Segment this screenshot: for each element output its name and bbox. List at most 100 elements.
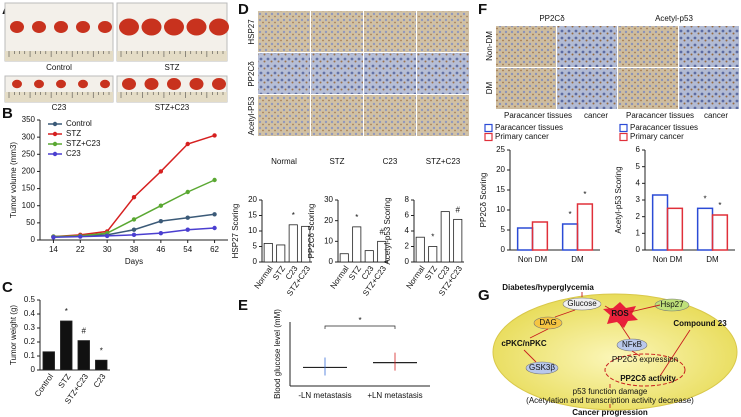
ihc-image [557, 26, 617, 67]
arrow [659, 329, 691, 377]
tumor [189, 78, 204, 90]
ihc-image [496, 68, 556, 109]
bar [276, 244, 286, 263]
point [212, 225, 217, 231]
bar [711, 214, 729, 251]
point [158, 169, 164, 174]
photo-caption: Control [46, 63, 72, 72]
y-tick-label: 8 [405, 195, 410, 204]
diagram-node: Cancer progression [572, 408, 648, 417]
arrow [604, 305, 613, 311]
significance-mark: * [358, 316, 361, 325]
tumor [164, 18, 184, 36]
tumor [32, 21, 46, 33]
column-label: STZ+C23 [426, 157, 461, 166]
y-tick-label: 0 [501, 245, 506, 254]
bar [77, 340, 90, 371]
y-tick-label: 2 [636, 212, 641, 221]
y-tick-label: 0 [31, 365, 36, 374]
y-tick-label: 0 [329, 257, 334, 266]
ruler [117, 51, 227, 61]
x-tick-label: 38 [130, 245, 139, 254]
tumor [100, 79, 110, 89]
panel-label: C [2, 279, 13, 296]
tumor [98, 21, 112, 33]
pp2c-loop [604, 353, 686, 387]
legend-label: Paracancer tissues [495, 123, 563, 132]
node-bubble [654, 298, 690, 312]
significance-mark: * [65, 307, 68, 316]
tumor [54, 21, 68, 33]
ihc-image [679, 26, 739, 67]
tumor [186, 18, 207, 36]
bar [415, 236, 425, 263]
y-tick-label: 10 [324, 236, 333, 245]
legend-swatch [484, 132, 493, 142]
legend-marker [52, 141, 58, 147]
tumor [10, 21, 24, 33]
point [131, 232, 137, 238]
legend-marker [52, 131, 58, 137]
ihc-image [364, 95, 416, 136]
y-tick-label: 20 [248, 195, 257, 204]
y-tick-label: 15 [248, 211, 257, 220]
arrow [554, 309, 576, 318]
ihc-image [496, 26, 556, 67]
bar [263, 242, 273, 263]
y-tick-label: 4 [405, 226, 410, 235]
point [131, 194, 137, 200]
bar [288, 224, 298, 263]
column-label: Acetyl-p53 [655, 14, 693, 23]
legend-label: Control [66, 119, 92, 128]
y-tick-label: 5 [501, 225, 506, 234]
ruler [5, 92, 113, 102]
x-tick-label: Non DM [518, 255, 548, 264]
ihc-image [679, 68, 739, 109]
y-tick-label: 20 [324, 216, 333, 225]
row-label: HSP27 [247, 19, 256, 45]
point [51, 235, 56, 240]
x-tick-label: 30 [103, 245, 112, 254]
tumor [34, 79, 44, 89]
point [185, 189, 190, 195]
panel-label: B [2, 105, 13, 122]
arrow [629, 304, 661, 313]
ruler [117, 92, 227, 102]
y-tick-label: 20 [496, 165, 505, 174]
x-tick-label: 62 [210, 245, 219, 254]
x-tick-label: STZ [347, 264, 363, 282]
diagram-node: (Acetylation and transcription activity … [526, 396, 694, 405]
column-label: STZ [329, 157, 344, 166]
panel-label: G [478, 287, 490, 304]
point [158, 230, 164, 236]
y-tick-label: 10 [248, 226, 257, 235]
tumor [78, 79, 88, 89]
column-label: Normal [271, 157, 297, 166]
bar [696, 207, 714, 251]
tumor [167, 78, 181, 90]
diagram-node: NFκB [622, 340, 642, 349]
point [212, 212, 217, 217]
diagram-node: DAG [539, 318, 556, 327]
bar [95, 359, 108, 371]
x-tick-label: C23 [92, 372, 108, 390]
bar [42, 351, 55, 371]
tumor [141, 18, 162, 36]
y-tick-label: 25 [496, 145, 505, 154]
ros-burst [603, 302, 638, 328]
column-label: C23 [383, 157, 398, 166]
tumor [144, 78, 159, 90]
significance-mark: * [704, 194, 707, 203]
diagram-node: Compound 23 [673, 319, 727, 328]
arrow [631, 350, 641, 357]
image-caption: Paracancer tissues [626, 111, 694, 120]
x-tick-label: 54 [183, 245, 192, 254]
y-tick-label: 0.4 [24, 309, 36, 318]
y-tick-label: 10 [496, 205, 505, 214]
x-tick-label: 46 [156, 245, 165, 254]
image-caption: Paracancer tissues [504, 111, 572, 120]
bar [453, 218, 463, 263]
point [158, 218, 164, 224]
